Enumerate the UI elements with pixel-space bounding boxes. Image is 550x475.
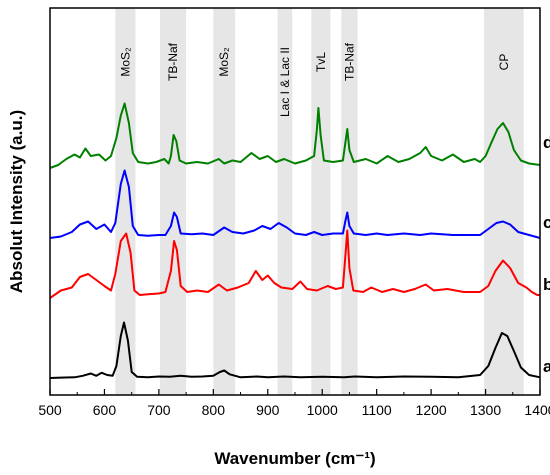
x-tick-label-1000: 1000 [307,402,338,418]
series-label-b: b) [543,275,550,294]
x-axis-ticks: 500 600 700 800 900 1000 1100 1200 1300 1400 [38,389,550,418]
band-label-6: CP [497,54,511,71]
series-line-a [49,321,541,379]
x-tick-label-500: 500 [38,402,62,418]
series-label-a: a) [543,357,550,376]
highlight-bands [115,8,524,395]
band-1 [159,8,187,395]
band-6 [483,8,524,395]
x-tick-label-800: 800 [202,402,226,418]
band-0 [115,8,136,395]
band-3 [277,8,293,395]
spectra-series [49,102,541,379]
x-tick-label-1100: 1100 [362,402,392,418]
x-tick-label-700: 700 [147,402,171,418]
series-label-c: c) [543,213,550,232]
series-line-d [49,102,541,169]
band-label-2: MoS₂ [217,47,231,77]
x-tick-label-1200: 1200 [416,402,447,418]
x-tick-label-900: 900 [256,402,280,418]
series-line-c [49,169,541,239]
band-2 [213,8,236,395]
band-label-4: TvL [314,52,328,72]
series-line-b [49,229,540,299]
x-tick-label-600: 600 [93,402,117,418]
x-tick-label-1400: 1400 [524,402,550,418]
band-label-0: MoS₂ [118,47,132,77]
band-label-1: TB-Naf [166,42,180,81]
y-axis-title: Absolut Intensity (a.u.) [7,110,26,293]
series-label-d: d) [543,133,550,152]
series-labels: a) b) c) d) [543,133,550,376]
x-tick-label-1300: 1300 [470,402,501,418]
x-axis-title: Wavenumber (cm⁻¹) [214,449,375,468]
band-label-3: Lac I & Lac II [278,47,292,117]
band-label-5: TB-Naf [342,42,356,81]
band-4 [311,8,331,395]
band-5 [341,8,358,395]
band-labels: MoS₂ TB-Naf MoS₂ Lac I & Lac II TvL TB-Naf CP [118,42,510,117]
